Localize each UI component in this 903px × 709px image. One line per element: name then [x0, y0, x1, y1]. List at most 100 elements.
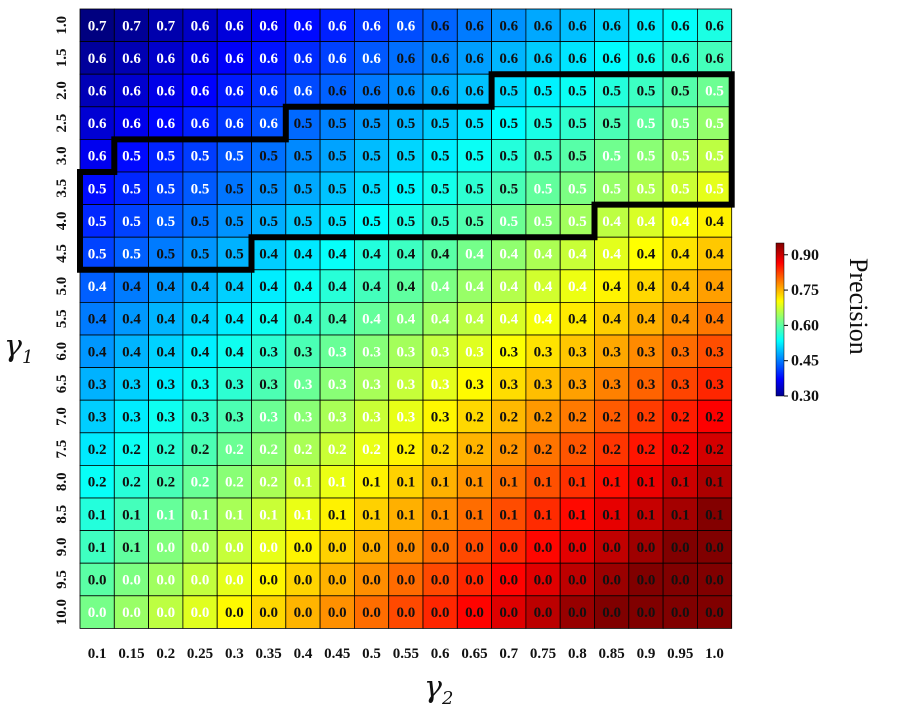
cell-value-label: 0.0 — [294, 540, 313, 556]
colorbar-tick-label: 0.60 — [791, 317, 819, 334]
colorbar — [775, 242, 785, 397]
cell-value-label: 0.5 — [362, 116, 381, 132]
cell-value-label: 0.0 — [362, 573, 381, 589]
y-tick-label: 4.0 — [54, 212, 70, 231]
cell-value-label: 0.1 — [362, 507, 381, 523]
cell-value-label: 0.5 — [499, 149, 518, 165]
cell-value-label: 0.6 — [499, 51, 518, 67]
cell-value-label: 0.5 — [499, 116, 518, 132]
y-tick-label: 1.5 — [54, 49, 70, 68]
cell-value-label: 0.5 — [122, 149, 141, 165]
heatmap-cell — [422, 530, 458, 564]
cell-value-label: 0.5 — [259, 214, 278, 230]
y-tick-label: 6.0 — [54, 342, 70, 361]
heatmap-cell — [319, 301, 355, 336]
heatmap-cell — [697, 530, 733, 564]
cell-value-label: 0.0 — [294, 605, 313, 621]
cell-value-label: 0.4 — [328, 312, 347, 328]
cell-value-label: 0.3 — [431, 377, 450, 393]
cell-value-label: 0.1 — [671, 507, 690, 523]
heatmap-cells: 0.7 0.7 0.7 0.6 0.6 0.6 0.6 0.6 0.6 0.6 0.6 0.6 0.6 0… — [79, 8, 733, 629]
cell-value-label: 0.5 — [156, 214, 175, 230]
cell-value-label: 0.6 — [225, 84, 244, 100]
heatmap-cell — [559, 106, 595, 140]
heatmap-cell — [285, 171, 321, 205]
cell-value-label: 0.0 — [671, 573, 690, 589]
cell-value-label: 0.2 — [705, 410, 724, 426]
cell-value-label: 0.6 — [465, 18, 484, 34]
cell-value-label: 0.2 — [568, 442, 587, 458]
cell-value-label: 0.3 — [362, 377, 381, 393]
heatmap-cell — [628, 106, 664, 140]
cell-value-label: 0.0 — [122, 573, 141, 589]
x-tick-label: 0.25 — [187, 646, 213, 662]
cell-value-label: 0.0 — [362, 605, 381, 621]
heatmap-cell — [353, 595, 390, 629]
cell-value-label: 0.4 — [122, 344, 141, 360]
cell-value-label: 0.5 — [362, 181, 381, 197]
heatmap-cell — [182, 334, 218, 368]
cell-value-label: 0.0 — [637, 573, 656, 589]
cell-value-label: 0.6 — [88, 51, 107, 67]
cell-value-label: 0.5 — [328, 116, 347, 132]
x-tick-label: 0.3 — [225, 646, 244, 662]
cell-value-label: 0.3 — [225, 377, 244, 393]
cell-value-label: 0.6 — [191, 116, 210, 132]
cell-value-label: 0.6 — [156, 116, 175, 132]
cell-value-label: 0.6 — [88, 84, 107, 100]
heatmap-cell — [491, 432, 527, 466]
cell-value-label: 0.6 — [294, 18, 313, 34]
cell-value-label: 0.6 — [431, 18, 450, 34]
cell-value-label: 0.4 — [396, 312, 415, 328]
cell-value-label: 0.5 — [671, 181, 690, 197]
cell-value-label: 0.6 — [122, 51, 141, 67]
cell-value-label: 0.4 — [362, 279, 381, 295]
cell-value-label: 0.1 — [431, 507, 450, 523]
cell-value-label: 0.4 — [499, 279, 518, 295]
cell-value-label: 0.3 — [362, 344, 381, 360]
cell-value-label: 0.1 — [499, 507, 518, 523]
heatmap-cell — [628, 497, 664, 531]
heatmap-cell — [456, 41, 492, 75]
y-tick-label: 1.0 — [54, 16, 70, 35]
cell-value-label: 0.5 — [396, 149, 415, 165]
heatmap-cell — [662, 106, 698, 140]
cell-value-label: 0.4 — [534, 247, 553, 263]
heatmap-cell — [285, 399, 321, 434]
heatmap-cell — [559, 73, 595, 108]
cell-value-label: 0.3 — [294, 377, 313, 393]
heatmap-cell — [353, 399, 390, 434]
cell-value-label: 0.4 — [431, 279, 450, 295]
cell-value-label: 0.1 — [637, 507, 656, 523]
cell-value-label: 0.4 — [259, 312, 278, 328]
heatmap-cell — [422, 106, 458, 140]
cell-value-label: 0.2 — [671, 442, 690, 458]
heatmap-cell — [388, 236, 424, 271]
x-axis-ticks: 0.1 0.15 0.2 0.25 0.3 0.35 0.4 0.45 0.5 0.55 0.6 0.… — [88, 646, 724, 662]
heatmap-cell — [525, 236, 561, 271]
cell-value-label: 0.6 — [156, 51, 175, 67]
cell-value-label: 0.4 — [88, 279, 107, 295]
cell-value-label: 0.1 — [602, 507, 621, 523]
heatmap-cell — [79, 595, 115, 629]
heatmap-cell — [148, 171, 184, 205]
heatmap-cell — [319, 399, 355, 434]
cell-value-label: 0.5 — [362, 149, 381, 165]
cell-value-label: 0.1 — [465, 475, 484, 491]
y-tick-label: 8.0 — [54, 472, 70, 491]
heatmap-cell — [456, 595, 492, 629]
cell-value-label: 0.6 — [362, 51, 381, 67]
x-tick-label: 0.75 — [530, 646, 556, 662]
cell-value-label: 0.6 — [431, 51, 450, 67]
cell-value-label: 0.1 — [122, 540, 141, 556]
cell-value-label: 0.5 — [259, 181, 278, 197]
cell-value-label: 0.4 — [637, 312, 656, 328]
heatmap-cell — [559, 236, 595, 271]
cell-value-label: 0.4 — [465, 312, 484, 328]
heatmap-cell — [251, 562, 287, 597]
cell-value-label: 0.6 — [88, 116, 107, 132]
heatmap-cell — [353, 171, 390, 205]
cell-value-label: 0.6 — [362, 18, 381, 34]
cell-value-label: 0.0 — [156, 573, 175, 589]
heatmap-cell — [456, 530, 492, 564]
